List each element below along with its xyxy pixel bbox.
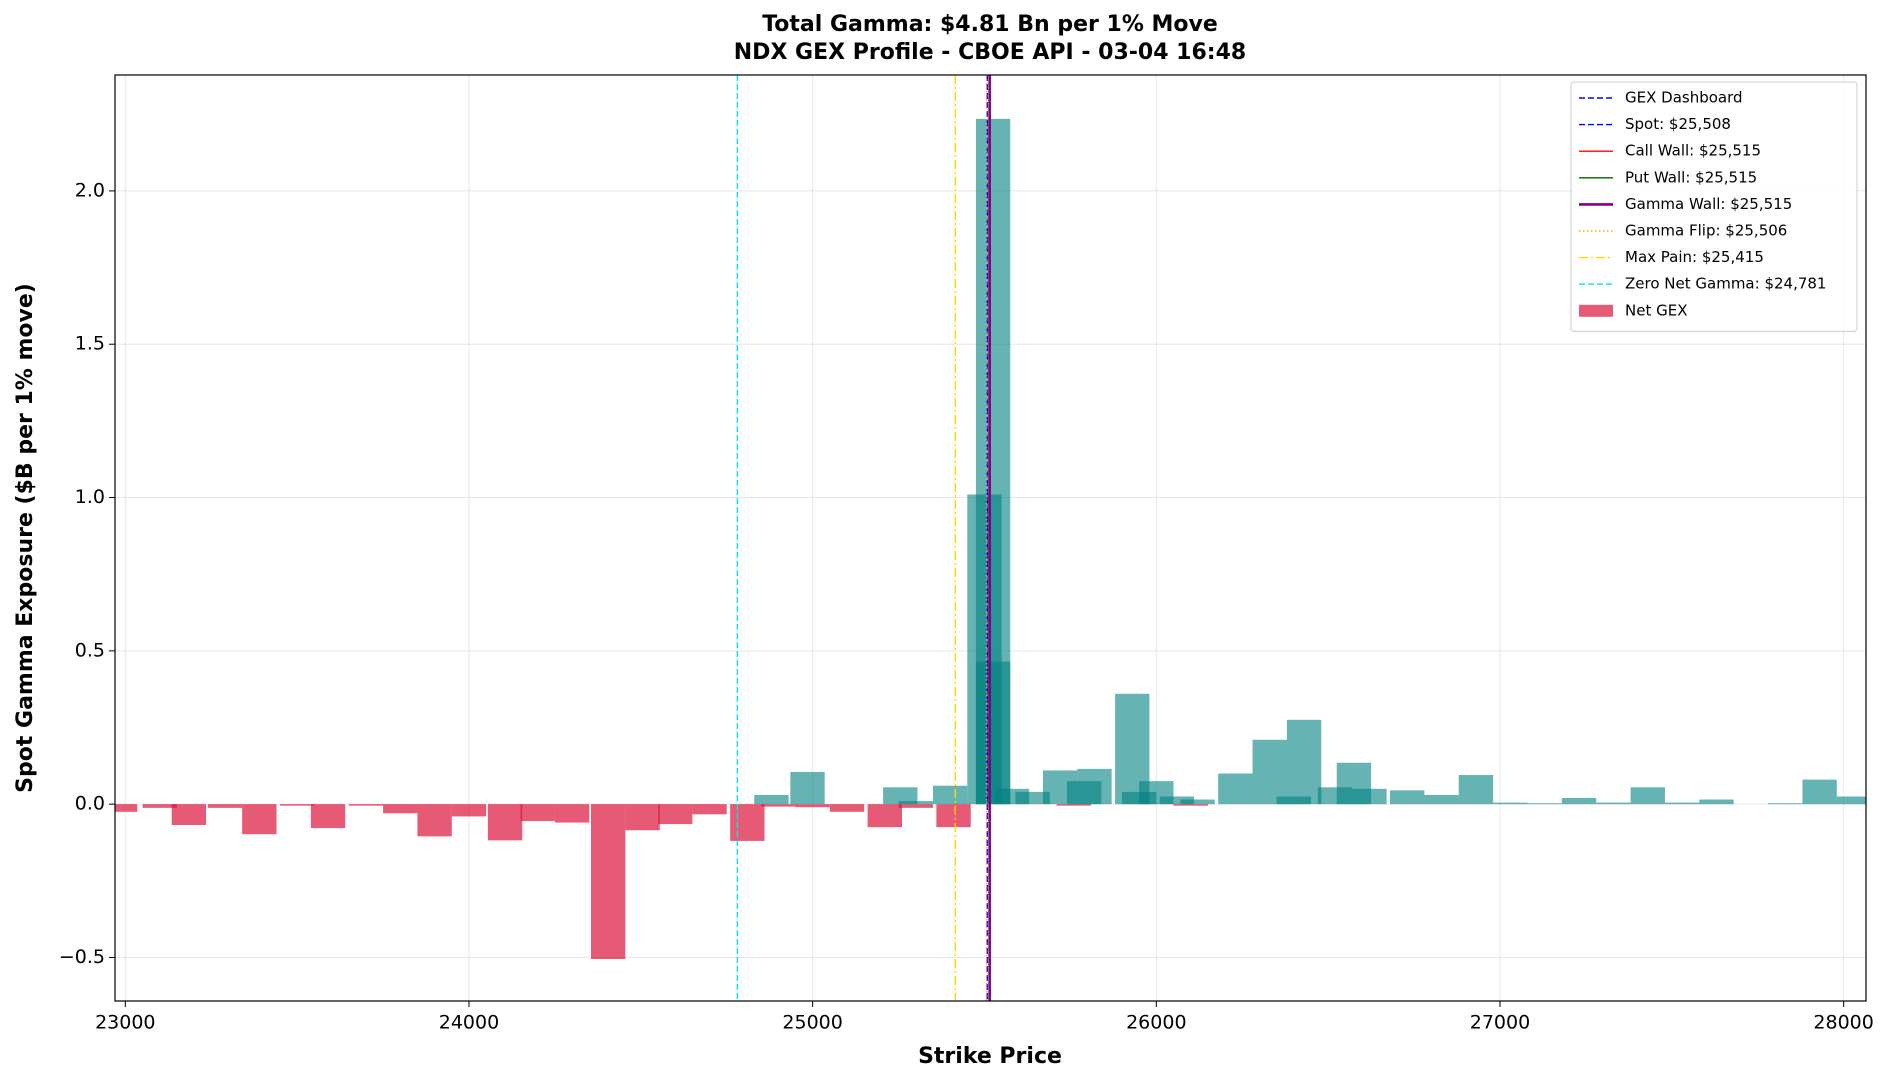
bar [790, 771, 825, 805]
bar [417, 804, 452, 837]
x-tick-label: 26000 [1126, 1012, 1186, 1034]
x-tick-label: 28000 [1813, 1012, 1873, 1034]
bar [1286, 719, 1322, 805]
bar [692, 804, 727, 815]
bar [1159, 796, 1195, 805]
bar [1768, 803, 1803, 805]
bar [310, 804, 346, 829]
y-tick-label: 2.0 [75, 179, 105, 201]
bar [1056, 804, 1092, 806]
chart-title: Total Gamma: $4.81 Bn per 1% Move [762, 12, 1218, 37]
legend-label: Gamma Flip: $25,506 [1625, 222, 1787, 240]
bar [657, 804, 693, 825]
bar [1173, 804, 1208, 806]
bar [1699, 799, 1734, 805]
x-tick-label: 27000 [1470, 1012, 1530, 1034]
bar [242, 804, 277, 835]
y-tick-label: 1.5 [75, 333, 105, 355]
bar [936, 804, 971, 828]
y-tick-label: 1.0 [75, 486, 105, 508]
bar [1390, 790, 1425, 805]
bar [795, 804, 830, 808]
legend-label: Zero Net Gamma: $24,781 [1625, 275, 1826, 293]
bar [207, 804, 243, 808]
bar [1180, 799, 1215, 805]
bar [1458, 775, 1494, 805]
y-tick-label: 0.5 [75, 639, 105, 661]
bar [761, 804, 796, 807]
bar [898, 804, 933, 808]
bar [730, 804, 765, 841]
bar [1493, 802, 1528, 805]
bar [883, 787, 918, 805]
legend-swatch [1579, 304, 1613, 317]
bar [279, 804, 315, 806]
bar [171, 804, 207, 825]
bar [520, 804, 555, 822]
chart-subtitle: NDX GEX Profile - CBOE API - 03-04 16:48 [734, 40, 1246, 65]
bar [898, 801, 933, 805]
bar [487, 804, 523, 841]
bar [867, 804, 903, 828]
y-axis-label: Spot Gamma Exposure ($B per 1% move) [13, 283, 38, 793]
legend-box [1570, 81, 1858, 332]
x-tick-label: 23000 [95, 1012, 155, 1034]
x-tick-label: 25000 [782, 1012, 842, 1034]
bar [1077, 768, 1112, 805]
y-tick-label: 0.0 [75, 793, 105, 815]
x-tick-label: 24000 [439, 1012, 499, 1034]
legend-label: Call Wall: $25,515 [1625, 142, 1761, 160]
bar [1836, 796, 1866, 805]
bar [1276, 796, 1311, 805]
x-axis-label: Strike Price [918, 1044, 1062, 1069]
legend-label: Net GEX [1625, 301, 1687, 319]
bar [383, 804, 418, 814]
bar [1015, 791, 1050, 805]
bar [554, 804, 590, 823]
bar [1527, 803, 1562, 805]
bar [115, 804, 138, 812]
bar [754, 794, 789, 805]
bar [1352, 788, 1387, 805]
bar [1218, 773, 1253, 805]
legend-label: Max Pain: $25,415 [1625, 248, 1764, 266]
bar [932, 785, 968, 805]
bar [975, 661, 1011, 805]
legend-label: GEX Dashboard [1625, 89, 1743, 107]
bar [348, 804, 384, 806]
bar [1802, 779, 1837, 805]
bar [1596, 802, 1631, 805]
plot-area [115, 75, 1866, 1001]
bar [829, 804, 865, 812]
bar [1252, 739, 1287, 805]
legend-label: Spot: $25,508 [1625, 115, 1731, 133]
bar [625, 804, 660, 831]
bar [1561, 798, 1597, 805]
bar [1630, 787, 1665, 805]
bar [1664, 802, 1700, 805]
bar [590, 804, 626, 959]
legend-label: Gamma Wall: $25,515 [1625, 195, 1792, 213]
bar [451, 804, 487, 817]
bar [142, 804, 177, 808]
y-tick-label: −0.5 [59, 946, 105, 968]
legend-label: Put Wall: $25,515 [1625, 168, 1757, 186]
bar [1424, 794, 1459, 805]
plot-frame [114, 74, 1867, 1002]
